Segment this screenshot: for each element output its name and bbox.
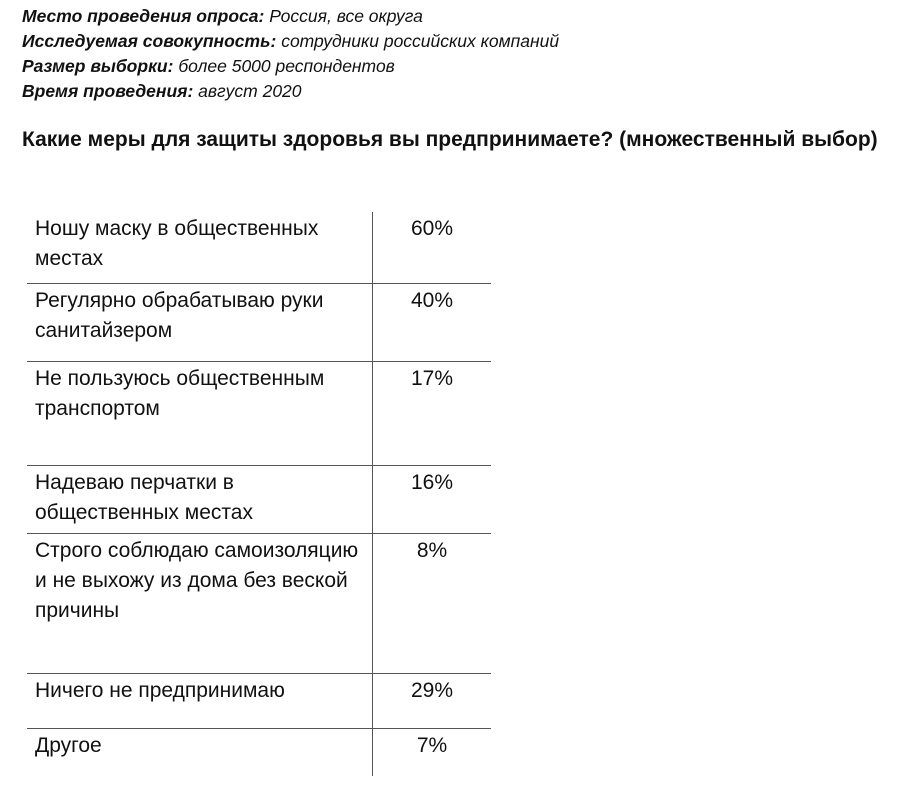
meta-population: Исследуемая совокупность: сотрудники рос… — [22, 29, 559, 54]
table-row: Ничего не предпринимаю 29% — [27, 673, 491, 729]
row-label: Надеваю перчатки в общественных местах — [27, 465, 373, 534]
meta-location: Место проведения опроса: Россия, все окр… — [22, 4, 559, 29]
survey-meta: Место проведения опроса: Россия, все окр… — [22, 4, 559, 104]
row-label-text: Надеваю перчатки в общественных местах — [35, 470, 253, 524]
table-row: Ношу маску в общественных местах 60% — [27, 212, 491, 284]
row-value: 17% — [372, 361, 491, 466]
meta-date: Время проведения: август 2020 — [22, 79, 559, 104]
table-row: Регулярно обрабатываю руки санитайзером … — [27, 283, 491, 362]
row-value: 8% — [372, 533, 491, 674]
row-label-text: Другое — [35, 733, 102, 757]
meta-sample-size: Размер выборки: более 5000 респондентов — [22, 54, 559, 79]
meta-date-key: Время проведения: — [22, 81, 194, 101]
row-label: Ничего не предпринимаю — [27, 673, 373, 729]
table-row: Не пользуюсь общественным транспортом 17… — [27, 361, 491, 466]
meta-sample-size-key: Размер выборки: — [22, 56, 174, 76]
meta-location-key: Место проведения опроса: — [22, 6, 265, 26]
row-value: 16% — [372, 465, 491, 534]
survey-question: Какие меры для защиты здоровья вы предпр… — [22, 128, 878, 151]
row-value: 60% — [372, 212, 491, 284]
row-label: Регулярно обрабатываю руки санитайзером — [27, 283, 373, 362]
row-label: Ношу маску в общественных местах — [27, 212, 373, 284]
row-value: 40% — [372, 283, 491, 362]
table-row: Другое 7% — [27, 728, 491, 776]
row-label: Строго соблюдаю самоизоляцию и не выхожу… — [27, 533, 373, 674]
row-label-text: Не пользуюсь общественным транспортом — [35, 366, 325, 420]
row-label-text: Регулярно обрабатываю руки санитайзером — [35, 288, 324, 342]
row-label: Не пользуюсь общественным транспортом — [27, 361, 373, 466]
table-row: Строго соблюдаю самоизоляцию и не выхожу… — [27, 533, 491, 674]
row-label: Другое — [27, 728, 373, 776]
results-table: Ношу маску в общественных местах 60% Рег… — [27, 212, 491, 776]
row-label-text: Строго соблюдаю самоизоляцию и не выхожу… — [35, 538, 359, 622]
table-row: Надеваю перчатки в общественных местах 1… — [27, 465, 491, 534]
row-value: 7% — [416, 733, 448, 757]
row-value: 29% — [372, 673, 491, 729]
meta-location-value: Россия, все округа — [269, 6, 423, 26]
row-label-text: Ничего не предпринимаю — [35, 678, 285, 702]
meta-population-key: Исследуемая совокупность: — [22, 31, 277, 51]
meta-date-value: август 2020 — [198, 81, 302, 101]
row-label-text: Ношу маску в общественных местах — [35, 217, 319, 270]
meta-sample-size-value: более 5000 респондентов — [178, 56, 395, 76]
meta-population-value: сотрудники российских компаний — [281, 31, 560, 51]
